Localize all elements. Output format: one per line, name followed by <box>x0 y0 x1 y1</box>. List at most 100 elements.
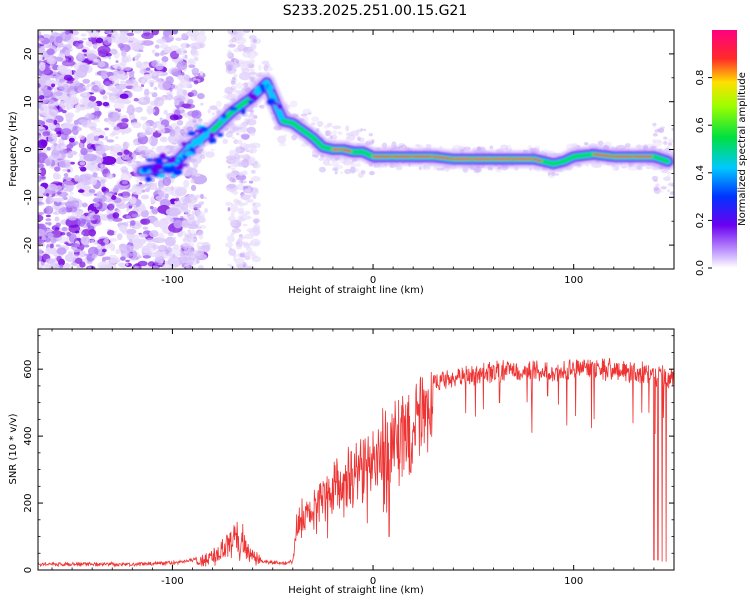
noise-blob <box>100 164 104 169</box>
noise-blob <box>182 236 188 241</box>
noise-blob <box>86 49 99 61</box>
noise-blob <box>169 87 173 92</box>
noise-blob <box>153 86 158 90</box>
noise-blob <box>245 188 252 194</box>
noise-blob <box>463 146 471 151</box>
noise-blob <box>242 236 247 239</box>
ridge-blob <box>155 157 163 165</box>
noise-blob <box>235 132 240 136</box>
noise-blob <box>157 60 160 64</box>
noise-blob <box>238 171 244 177</box>
noise-blob <box>98 135 104 139</box>
noise-blob <box>231 167 236 172</box>
noise-blob <box>163 46 173 54</box>
noise-blob <box>113 101 125 110</box>
noise-blob <box>182 89 187 96</box>
noise-blob <box>70 262 77 266</box>
noise-blob <box>67 150 78 156</box>
noise-blob <box>77 189 85 193</box>
noise-blob <box>670 183 674 188</box>
noise-blob <box>79 142 84 149</box>
noise-blob <box>86 83 92 87</box>
noise-blob <box>156 124 165 130</box>
noise-blob <box>197 92 205 100</box>
noise-blob <box>329 135 333 139</box>
noise-blob <box>137 255 142 259</box>
noise-blob <box>95 37 104 44</box>
noise-blob <box>360 169 366 175</box>
noise-blob <box>140 194 150 200</box>
x-tick-label: 0 <box>370 275 376 286</box>
noise-blob <box>248 35 257 40</box>
noise-blob <box>230 159 240 168</box>
noise-blob <box>147 136 152 144</box>
noise-blob <box>65 176 72 182</box>
noise-blob <box>227 165 232 169</box>
noise-blob <box>577 145 580 148</box>
colorbar-tick-label: 0.6 <box>695 117 706 133</box>
noise-blob <box>199 30 206 35</box>
noise-blob <box>60 201 67 206</box>
noise-blob <box>356 162 361 167</box>
noise-blob <box>230 30 239 35</box>
noise-blob <box>245 113 249 117</box>
noise-blob <box>168 34 172 38</box>
noise-blob <box>91 253 98 259</box>
noise-blob <box>237 30 246 37</box>
noise-blob <box>176 120 184 126</box>
noise-blob <box>83 153 98 162</box>
noise-blob <box>244 118 250 124</box>
noise-blob <box>357 172 365 178</box>
noise-blob <box>654 128 661 133</box>
noise-blob <box>228 215 236 222</box>
noise-blob <box>635 144 643 149</box>
noise-blob <box>350 130 360 137</box>
noise-blob <box>242 114 247 118</box>
noise-blob <box>199 256 206 261</box>
x-tick-label: -100 <box>161 275 184 286</box>
noise-blob <box>661 190 664 193</box>
noise-blob <box>106 173 114 179</box>
noise-blob <box>174 200 180 205</box>
noise-blob <box>195 174 201 177</box>
noise-blob <box>417 144 423 149</box>
noise-blob <box>176 186 187 195</box>
noise-blob <box>231 136 235 140</box>
noise-blob <box>68 232 77 243</box>
ridge-blob <box>175 158 181 163</box>
noise-blob <box>250 189 259 196</box>
noise-blob <box>145 182 148 186</box>
noise-blob <box>242 82 249 88</box>
noise-blob <box>167 231 174 237</box>
noise-blob <box>231 37 237 43</box>
noise-blob <box>136 39 144 44</box>
noise-blob <box>61 180 75 192</box>
noise-blob <box>100 155 117 166</box>
noise-blob <box>106 230 116 236</box>
noise-blob <box>117 42 125 49</box>
noise-blob <box>190 184 197 192</box>
noise-blob <box>118 262 126 268</box>
noise-blob <box>81 184 91 191</box>
noise-blob <box>314 154 319 158</box>
noise-blob <box>157 186 167 197</box>
noise-blob <box>132 151 138 156</box>
noise-blob <box>348 131 353 137</box>
noise-blob <box>112 144 123 153</box>
noise-blob <box>189 218 193 221</box>
noise-blob <box>52 197 65 202</box>
noise-blob <box>135 147 139 153</box>
ridge-blob <box>229 107 238 111</box>
noise-blob <box>527 145 533 151</box>
noise-blob <box>436 167 443 171</box>
noise-blob <box>240 133 251 138</box>
noise-blob <box>157 232 165 243</box>
noise-blob <box>149 230 159 238</box>
noise-blob <box>198 154 203 159</box>
noise-blob <box>47 183 58 191</box>
snr-series-line <box>38 358 674 568</box>
noise-blob <box>109 243 116 252</box>
y-tick-label: 10 <box>23 95 34 108</box>
noise-blob <box>61 226 68 232</box>
